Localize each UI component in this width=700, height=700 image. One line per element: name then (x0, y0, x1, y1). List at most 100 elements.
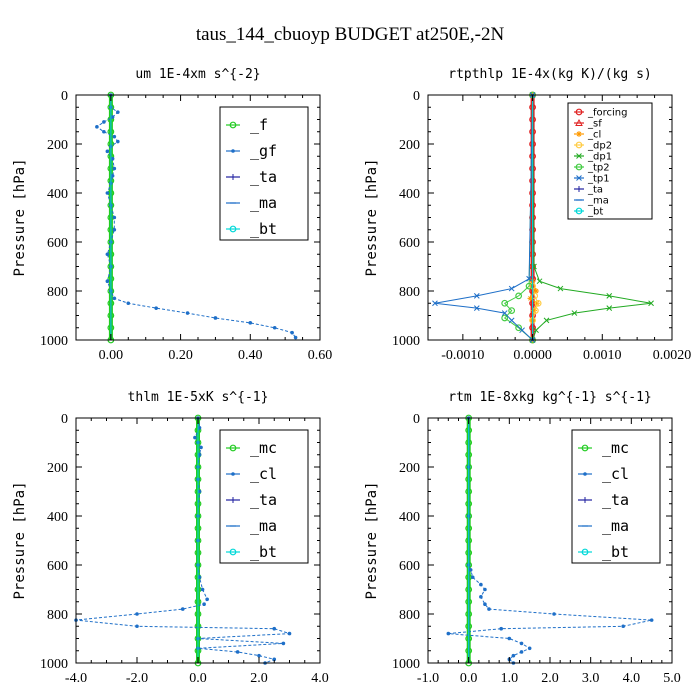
legend-entry: _ma (578, 517, 629, 535)
x-tick-label: 4.0 (623, 671, 641, 686)
y-tick-label: 800 (399, 285, 420, 300)
panel-title: thlm 1E-5xK s^{-1} (128, 390, 269, 405)
data-point (571, 310, 578, 316)
legend-label: _cl (602, 465, 629, 483)
series-tp1 (432, 92, 536, 343)
legend-marker (583, 472, 587, 476)
data-point (102, 120, 106, 124)
x-tick-label: 0.40 (238, 348, 263, 363)
data-point (185, 311, 190, 315)
data-point (648, 300, 654, 307)
data-point (197, 426, 202, 430)
data-point (112, 215, 117, 220)
legend-entry: _mc (578, 439, 629, 457)
data-point (557, 285, 564, 292)
data-point (473, 305, 480, 312)
y-tick-label: 800 (399, 608, 420, 623)
data-point (533, 288, 540, 294)
data-point (527, 295, 534, 302)
x-tick-label: -0.0010 (441, 348, 484, 363)
data-point (508, 317, 515, 324)
data-point (197, 575, 202, 580)
data-point (501, 299, 509, 307)
legend-label: _cl (250, 465, 277, 483)
legend-entry: _cl (578, 465, 629, 483)
legend-marker (575, 207, 583, 215)
legend-label: _gf (250, 142, 277, 160)
legend-marker (581, 548, 589, 556)
data-point (649, 618, 654, 622)
data-point (112, 166, 117, 171)
data-point (248, 321, 253, 325)
legend-entry: _gf (226, 142, 277, 160)
legend-box (219, 106, 309, 241)
data-point (135, 624, 139, 629)
legend-box (571, 429, 661, 564)
data-point (126, 301, 131, 306)
data-point (508, 307, 516, 315)
y-tick-label: 400 (399, 510, 420, 525)
x-tick-label: 0.0 (460, 671, 478, 686)
data-point (606, 293, 613, 299)
legend-marker (575, 108, 583, 116)
x-tick-label: 0.0 (189, 671, 207, 686)
legend-label: _tp1 (587, 174, 610, 185)
legend-entry: _ma (226, 194, 277, 212)
y-tick-label: 600 (399, 236, 420, 251)
data-point (621, 624, 625, 629)
data-point (193, 435, 197, 440)
data-point (530, 307, 537, 314)
data-point (515, 292, 523, 300)
y-tick-label: 600 (47, 559, 68, 574)
data-point (552, 612, 556, 616)
legend-entry: _ta (578, 491, 629, 509)
data-point (112, 134, 117, 139)
legend-entry: _bt (226, 543, 277, 561)
legend-marker (230, 174, 236, 180)
legend-marker (582, 497, 588, 503)
legend-label: _sf (587, 119, 602, 130)
data-point (281, 641, 286, 646)
legend-marker (229, 548, 237, 556)
legend-marker (575, 163, 583, 171)
panel-um: um 1E-4xm s^{-2} Pressure [hPa] 0.00 0.20 0.… (12, 67, 332, 363)
legend-entry: _sf (574, 119, 602, 130)
legend-entry: _dp2 (574, 141, 612, 152)
series-line (96, 95, 297, 338)
legend-label: _bt (587, 207, 603, 218)
series-cl (74, 416, 292, 665)
x-tick-label: 1.0 (501, 671, 519, 686)
y-tick-label: 1000 (392, 657, 420, 672)
data-point (105, 191, 110, 195)
data-point (202, 602, 206, 606)
y-tick-label: 800 (47, 285, 68, 300)
data-point (531, 292, 539, 300)
data-point (432, 300, 438, 307)
data-point (102, 129, 106, 134)
data-point (197, 452, 202, 457)
data-point (468, 568, 473, 572)
legend-label: _mc (602, 439, 629, 457)
legend: _mc _cl _ta _ma _bt (219, 429, 309, 564)
y-tick-label: 1000 (392, 334, 420, 349)
y-tick-label: 400 (47, 187, 68, 202)
legend-label: _cl (587, 130, 601, 141)
y-tick-label: 0 (61, 412, 68, 427)
legend-label: _ta (250, 168, 277, 186)
x-tick-label: 0.0010 (583, 348, 622, 363)
legend-entry: _tp1 (574, 174, 610, 185)
data-point (519, 650, 524, 654)
data-point (200, 587, 205, 592)
y-tick-label: 800 (47, 608, 68, 623)
data-point (515, 324, 523, 332)
legend-entry: _ta (226, 491, 277, 509)
legend-entry: _ta (574, 185, 603, 196)
data-point (533, 300, 540, 307)
panel-title: rtpthlp 1E-4x(kg K)/(kg s) (448, 67, 652, 82)
data-point (110, 156, 115, 161)
series-gf (95, 93, 298, 340)
y-tick-label: 1000 (40, 334, 68, 349)
y-tick-label: 0 (61, 89, 68, 104)
data-point (533, 327, 539, 334)
data-point (272, 657, 277, 662)
